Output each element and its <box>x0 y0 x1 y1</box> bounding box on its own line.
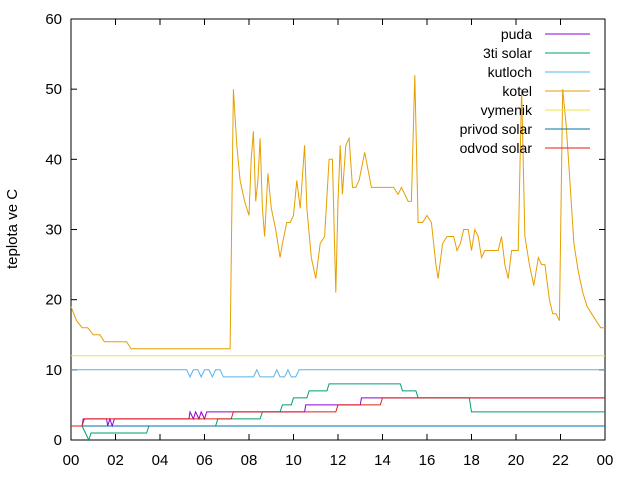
x-tick-label: 22 <box>552 452 569 469</box>
y-tick-label: 40 <box>45 151 62 168</box>
axis-ticks <box>70 18 606 441</box>
series-line-odvod-solar <box>71 397 605 427</box>
series-line-kotel <box>70 75 605 350</box>
x-tick-label: 08 <box>241 452 258 469</box>
legend-label: kutloch <box>488 64 532 80</box>
x-tick-label: 10 <box>285 452 302 469</box>
y-tick-labels: 0 10 20 30 40 50 60 <box>45 11 62 449</box>
legend-item: kutloch <box>488 64 590 80</box>
y-tick-label: 10 <box>45 362 62 379</box>
y-tick-label: 20 <box>45 292 62 309</box>
legend-label: 3ti solar <box>483 45 532 61</box>
legend-label: privod solar <box>460 121 533 137</box>
legend-item: odvod solar <box>460 140 590 156</box>
y-tick-label: 50 <box>45 81 62 98</box>
x-tick-label: 04 <box>152 452 169 469</box>
x-tick-label: 00 <box>597 452 614 469</box>
x-tick-label: 16 <box>419 452 436 469</box>
x-tick-label: 14 <box>374 452 391 469</box>
y-tick-label: 30 <box>45 222 62 239</box>
legend: puda 3ti solar kutloch kotel vymenik privod s… <box>460 26 590 156</box>
legend-item: 3ti solar <box>483 45 590 61</box>
y-tick-label: 60 <box>45 11 62 28</box>
x-tick-label: 12 <box>330 452 347 469</box>
legend-item: kotel <box>502 83 590 99</box>
legend-item: privod solar <box>460 121 590 137</box>
legend-label: puda <box>501 26 532 42</box>
series-line-3ti-solar <box>71 383 605 442</box>
x-tick-labels: 00 02 04 06 08 10 12 14 16 18 20 22 00 <box>63 452 614 469</box>
legend-item: puda <box>501 26 590 42</box>
legend-item: vymenik <box>481 102 590 118</box>
x-tick-label: 02 <box>107 452 124 469</box>
x-tick-label: 18 <box>463 452 480 469</box>
legend-label: kotel <box>502 83 532 99</box>
series-lines <box>70 75 605 442</box>
series-line-kutloch <box>71 368 605 379</box>
x-tick-label: 06 <box>196 452 213 469</box>
x-tick-label: 20 <box>508 452 525 469</box>
legend-label: vymenik <box>481 102 533 118</box>
y-axis-label: teplota ve C <box>4 189 21 269</box>
y-tick-label: 0 <box>54 432 62 449</box>
x-tick-label: 00 <box>63 452 80 469</box>
legend-label: odvod solar <box>460 140 533 156</box>
